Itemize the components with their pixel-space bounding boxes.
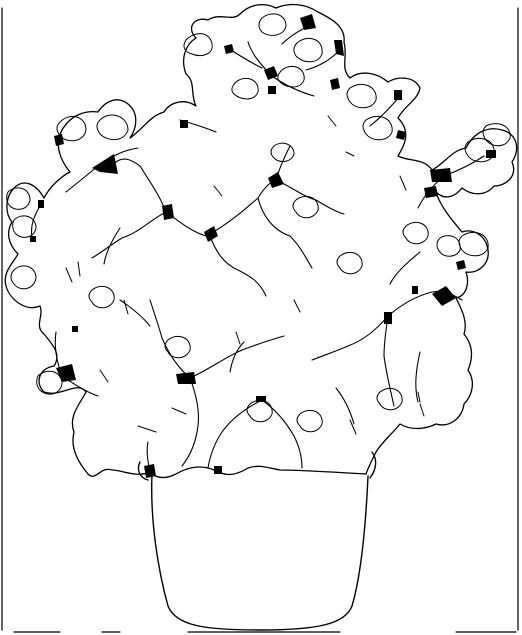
leaf-veins [30, 23, 485, 473]
shadow-fills [30, 14, 496, 478]
flower-pot [137, 451, 377, 631]
detail-strokes [65, 115, 425, 435]
frame-marks [1, 7, 519, 633]
leaf-cells [6, 13, 511, 433]
foliage-outline [4, 3, 518, 479]
